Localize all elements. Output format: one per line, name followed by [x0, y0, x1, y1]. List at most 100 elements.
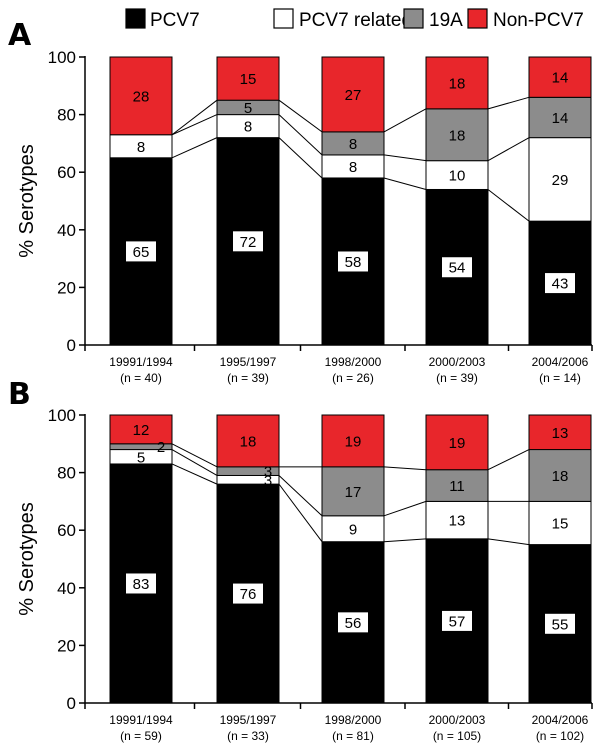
y-tick-label-a-80: 80: [57, 106, 76, 125]
value-label-a-3-19a: 8: [349, 136, 357, 153]
bar-a-4-19a: [425, 108, 489, 162]
x-count-label-a-3: (n = 26): [332, 371, 374, 385]
value-label-box-b-1: [126, 573, 156, 594]
x-tick-label-a-5: 2004/2006: [532, 355, 589, 369]
connector-line-a-2-1: [278, 137, 323, 179]
connector-line-b-4-3: [487, 449, 530, 471]
value-label-b-1-pcv7: 83: [133, 576, 150, 593]
x-tick-label-b-2: 1995/1997: [220, 713, 277, 727]
bar-b-4-pcv7-related: [425, 500, 489, 540]
connector-line-b-1-3: [171, 443, 218, 468]
legend-swatch-pcv7: [125, 8, 146, 29]
connector-line-b-4-1: [487, 538, 530, 546]
connector-line-b-3-2: [383, 500, 427, 517]
value-label-a-3-pcv7: 58: [345, 254, 362, 271]
value-label-b-2-non-pcv7: 18: [240, 433, 257, 450]
y-tick-label-a-20: 20: [57, 278, 76, 297]
x-tick-label-b-1: 19991/1994: [109, 713, 173, 727]
connector-line-a-1-1: [171, 137, 218, 159]
value-label-b-5-pcv7: 55: [552, 616, 569, 633]
x-tick-label-a-4: 2000/2003: [429, 355, 486, 369]
value-label-a-4-19a: 18: [449, 127, 466, 144]
value-label-b-4-19a: 11: [449, 478, 465, 495]
bar-b-5-non-pcv7: [528, 414, 592, 451]
bar-a-3-non-pcv7: [321, 56, 385, 133]
x-tick-label-a-2: 1995/1997: [220, 355, 277, 369]
y-tick-label-b-60: 60: [57, 521, 76, 540]
value-label-box-a-4: [442, 257, 472, 278]
connector-line-a-2-2: [278, 114, 323, 156]
value-label-a-1-pcv7: 65: [133, 244, 150, 261]
bar-b-3-pcv7-related: [321, 515, 385, 543]
connector-line-b-2-1: [278, 483, 323, 543]
y-tick-label-b-40: 40: [57, 579, 76, 598]
y-tick-label-b-0: 0: [67, 694, 76, 713]
y-axis-title-a: % Serotypes: [16, 144, 38, 257]
value-label-a-4-pcv7: 54: [449, 260, 466, 277]
legend-label-non-pcv7: Non-PCV7: [493, 10, 584, 31]
y-tick-label-a-100: 100: [48, 48, 76, 67]
value-label-box-a-1: [126, 241, 156, 262]
bar-b-1-non-pcv7: [109, 414, 173, 445]
x-tick-label-a-1: 19991/1994: [109, 355, 173, 369]
value-label-a-3-pcv7-related: 8: [349, 159, 357, 176]
value-label-b-4-pcv7: 57: [449, 613, 466, 630]
y-tick-label-a-40: 40: [57, 221, 76, 240]
bar-a-5-pcv7-related: [528, 137, 592, 222]
value-label-a-1-non-pcv7: 28: [133, 88, 150, 105]
connector-line-a-4-3: [487, 96, 530, 110]
value-label-box-a-3: [338, 251, 368, 272]
value-label-a-2-19a: 5: [244, 100, 252, 117]
panel-letter-b: B: [8, 377, 31, 412]
x-count-label-b-5: (n = 102): [536, 729, 584, 743]
value-label-b-2-pcv7-related: 3: [264, 472, 272, 489]
value-label-box-b-2: [233, 583, 263, 604]
x-tick-label-b-3: 1998/2000: [325, 713, 382, 727]
value-label-a-2-pcv7-related: 8: [244, 119, 252, 136]
x-count-label-b-2: (n = 33): [227, 729, 269, 743]
connector-line-a-4-1: [487, 189, 530, 222]
value-label-b-2-pcv7: 76: [240, 586, 257, 603]
chart-panel-a: A % Serotypes 65 8 28 72 8 5 15 58 8 8 27 54 10 18 18 43 2…: [8, 18, 593, 385]
bar-b-5-19a: [528, 449, 592, 502]
connector-line-b-1-1: [171, 463, 218, 485]
y-tick-label-a-60: 60: [57, 163, 76, 182]
value-label-b-1-pcv7-related: 5: [137, 449, 145, 466]
y-tick-label-b-20: 20: [57, 636, 76, 655]
value-label-b-5-19a: 18: [552, 468, 569, 485]
connector-line-a-3-1: [383, 177, 427, 190]
value-label-b-3-pcv7: 56: [345, 615, 362, 632]
x-tick-label-a-3: 1998/2000: [325, 355, 382, 369]
panel-letter-a: A: [8, 18, 32, 53]
value-label-b-3-19a: 17: [345, 484, 362, 501]
value-label-b-5-non-pcv7: 13: [552, 425, 569, 442]
value-label-b-3-pcv7-related: 9: [349, 521, 357, 538]
x-tick-label-b-4: 2000/2003: [429, 713, 486, 727]
value-label-b-1-non-pcv7: 12: [133, 422, 150, 439]
x-count-label-a-2: (n = 39): [227, 371, 269, 385]
legend-swatch-pcv7-related: [273, 8, 294, 29]
bar-b-4-19a: [425, 469, 489, 502]
value-label-b-2-19a: 3: [264, 464, 272, 481]
value-label-b-5-pcv7-related: 15: [552, 516, 569, 533]
value-label-a-5-non-pcv7: 14: [552, 70, 569, 87]
x-tick-label-b-5: 2004/2006: [532, 713, 589, 727]
legend-swatch-19a: [403, 8, 424, 29]
value-label-a-3-non-pcv7: 27: [345, 87, 362, 104]
bar-b-5-pcv7-related: [528, 500, 592, 546]
y-tick-label-a-0: 0: [67, 336, 76, 355]
x-count-label-a-4: (n = 39): [436, 371, 478, 385]
y-tick-label-b-100: 100: [48, 406, 76, 425]
value-label-b-3-non-pcv7: 19: [345, 433, 362, 450]
value-label-b-1-19a: 2: [157, 439, 165, 456]
y-tick-label-b-80: 80: [57, 464, 76, 483]
y-axis-title-b: % Serotypes: [16, 502, 38, 615]
connector-line-a-1-3: [171, 99, 218, 136]
connector-line-a-2-3: [278, 99, 323, 133]
bar-a-4-non-pcv7: [425, 56, 489, 110]
value-label-box-b-3: [338, 612, 368, 633]
connector-line-b-3-3: [383, 466, 427, 471]
x-count-label-a-1: (n = 40): [120, 371, 162, 385]
value-label-a-5-19a: 14: [552, 110, 569, 127]
